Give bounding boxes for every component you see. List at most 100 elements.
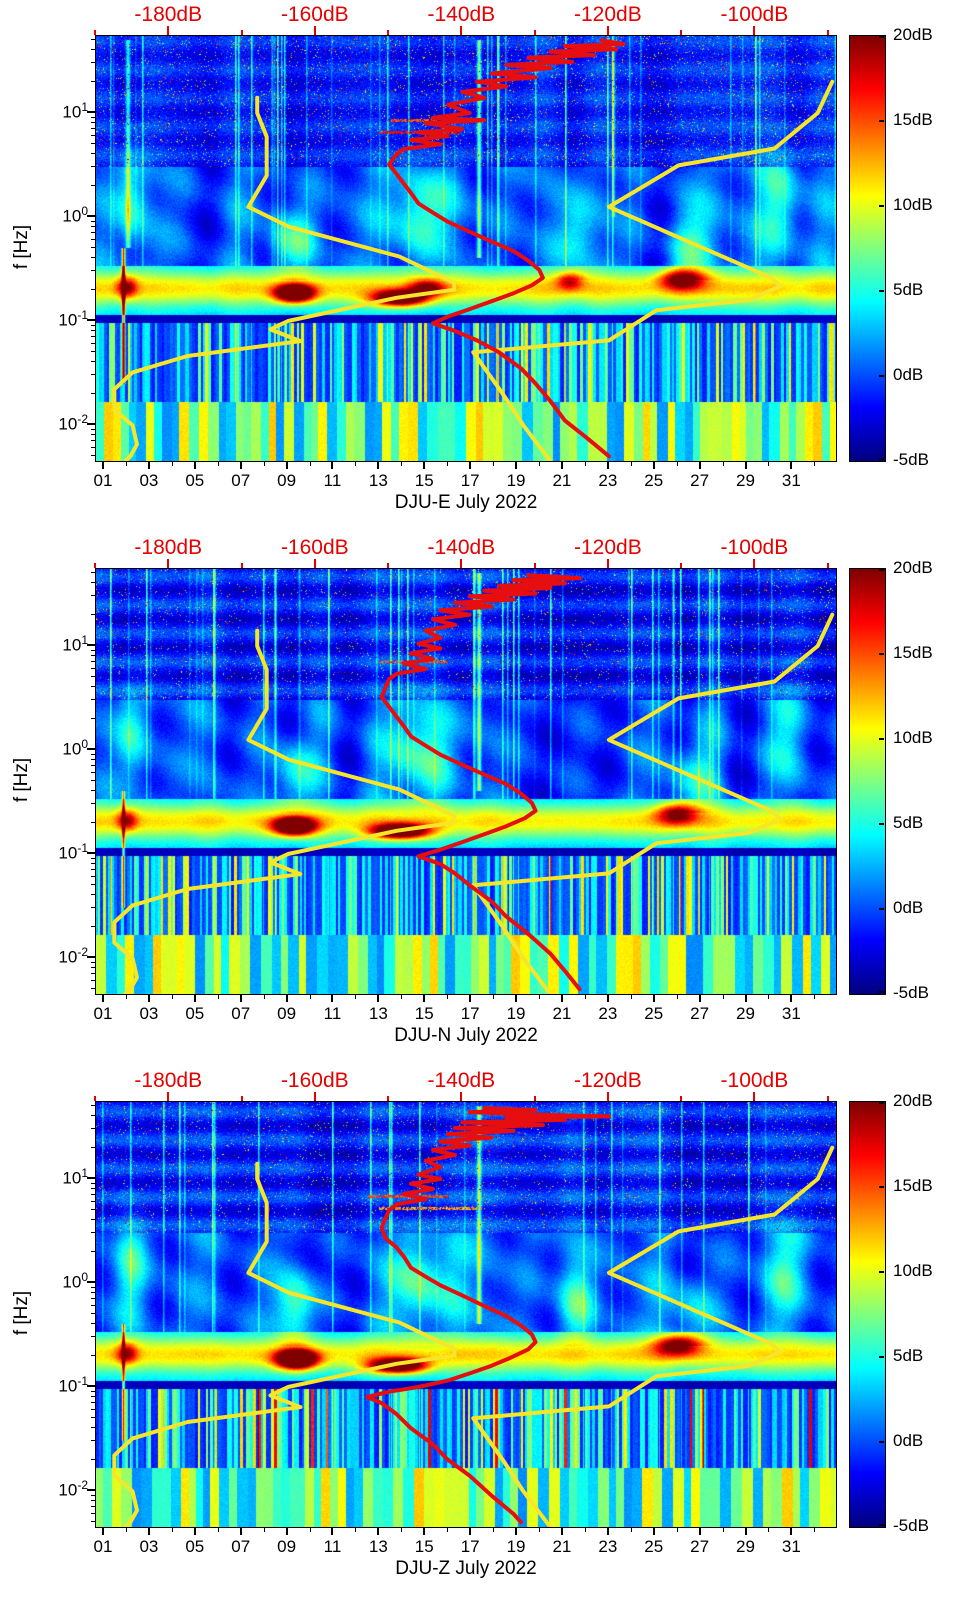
x-axis-tick-label: 05 [185,1537,205,1556]
y-axis-minor-tick-mark [91,374,95,376]
y-axis-minor-tick-mark [91,343,95,345]
x-axis-tick-label: 11 [323,1004,342,1023]
x-axis-tick-mark [606,1528,609,1535]
spectrogram-canvas [96,36,836,461]
y-axis-tick-mark [87,955,95,958]
y-axis-minor-tick-mark [91,247,95,249]
colorbar-tick-mark [879,120,884,122]
median-psd-curve [365,1106,611,1525]
x-axis-tick-label: 13 [368,471,388,490]
y-axis-minor-tick-mark [91,351,95,353]
x-axis-tick-mark [698,995,701,1002]
x-axis-tick-mark [515,1528,518,1535]
spectrogram-plot [95,568,837,995]
x-axis-tick-label: 19 [506,1004,526,1023]
x-axis-tick-mark [560,1528,563,1535]
x-axis-tick-mark [744,1528,747,1535]
x-axis-minor-tick-mark [493,995,495,999]
top-axis-tick-label: -180dB [134,1069,203,1092]
x-axis-tick-mark [285,462,288,469]
x-axis-minor-tick-mark [584,1528,586,1532]
y-axis-tick-label: 10-1 [28,841,88,864]
colorbar-tick-mark [879,375,884,377]
y-axis-minor-tick-mark [91,166,95,168]
x-axis-tick-mark [790,995,793,1002]
low-noise-model-curve [112,628,457,994]
x-axis-tick-mark [193,1528,196,1535]
y-axis-minor-tick-mark [91,1336,95,1338]
x-axis-tick-label: 15 [414,1537,434,1556]
y-axis-minor-tick-mark [91,226,95,228]
x-axis-tick-mark [147,1528,150,1535]
x-axis-title: DJU-N July 2022 [394,1025,538,1046]
low-noise-model-curve [112,1161,457,1527]
top-axis-tick-mark [313,1092,316,1101]
colorbar-tick-label: 10dB [893,1261,933,1280]
y-axis-tick-label: 10-2 [28,945,88,968]
top-axis-tick-mark [387,30,390,35]
x-axis-tick-label: 23 [598,471,618,490]
top-axis-tick-label: -140dB [427,536,496,559]
x-axis-tick-mark [102,1528,105,1535]
y-axis-tick-mark [87,318,95,321]
x-axis-tick-label: 17 [460,471,480,490]
y-axis-minor-tick-mark [91,49,95,51]
y-axis-minor-tick-mark [91,1354,95,1356]
x-axis-tick-label: 21 [552,471,572,490]
y-tick-base: 10 [58,1376,78,1396]
spectrogram-panel-dju-z: f [Hz] DJU-Z July 2022 -180dB -160dB -140d… [0,1066,962,1599]
top-axis-tick-mark [167,1092,170,1101]
high-noise-model-curve [471,1145,835,1527]
top-axis-tick-mark [826,563,829,568]
top-axis-tick-label: -120dB [574,536,642,559]
x-axis-minor-tick-mark [722,995,724,999]
x-axis-minor-tick-mark [125,1528,127,1532]
x-axis-tick-label: 25 [644,471,664,490]
low-noise-model-curve [112,95,457,461]
x-axis-tick-mark [515,462,518,469]
y-axis-minor-tick-mark [91,39,95,41]
y-axis-minor-tick-mark [91,135,95,137]
y-axis-minor-tick-mark [91,447,95,448]
x-axis-tick-label: 19 [506,471,526,490]
top-axis-tick-mark [680,30,683,35]
spectrogram-plot [95,35,837,462]
x-axis-minor-tick-mark [309,1528,311,1532]
y-axis-minor-tick-mark [91,1409,95,1411]
top-axis-tick-mark [606,1092,609,1101]
x-axis-minor-tick-mark [676,995,678,999]
x-axis-tick-mark [423,1528,426,1535]
x-axis-tick-mark [377,462,380,469]
colorbar-tick-mark [879,738,884,740]
top-axis-tick-mark [460,559,463,568]
top-axis-tick-mark [94,563,96,568]
top-axis-tick-label: -140dB [427,1069,496,1092]
y-tick-base: 10 [58,1480,78,1500]
x-axis-minor-tick-mark [722,462,724,466]
colorbar-tick-label: 20dB [893,1091,933,1110]
y-tick-exponent: -1 [77,307,88,322]
y-tick-exponent: -2 [77,411,88,426]
noise-model-overlay [112,1106,835,1527]
y-axis-tick-mark [87,643,95,646]
colorbar-tick-label: 10dB [893,195,933,214]
x-axis-tick-mark [377,995,380,1002]
y-axis-tick-mark [87,110,95,113]
y-axis-tick-label: 100 [28,1270,88,1293]
y-axis-tick-label: 10-2 [28,1478,88,1501]
x-axis-tick-label: 03 [139,471,159,490]
y-tick-base: 10 [58,947,78,967]
y-axis-minor-tick-mark [91,772,95,774]
top-axis-tick-mark [606,559,609,568]
top-axis-tick-mark [313,26,316,35]
x-axis-minor-tick-mark [401,995,403,999]
y-axis-minor-tick-mark [91,1201,95,1203]
x-axis-minor-tick-mark [447,995,449,999]
colorbar-tick-mark [879,458,884,460]
x-axis-tick-mark [560,995,563,1002]
y-axis-minor-tick-mark [91,1250,95,1252]
y-axis-title: f [Hz] [11,757,32,803]
x-axis-tick-mark [469,995,472,1002]
y-axis-minor-tick-mark [91,1521,95,1523]
colorbar-tick-label: -5dB [893,1516,929,1535]
